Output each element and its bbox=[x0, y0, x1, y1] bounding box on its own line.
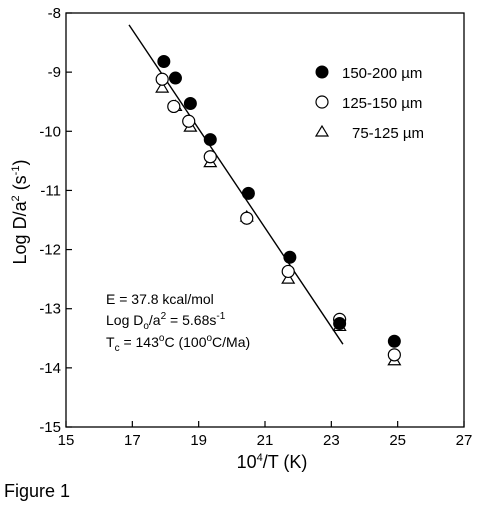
point-125-150 bbox=[167, 99, 181, 114]
point-150-200 bbox=[333, 317, 347, 330]
data-points bbox=[155, 54, 402, 366]
y-tick-label: -14 bbox=[39, 360, 61, 377]
point-125-150 bbox=[387, 348, 401, 362]
y-tick-label: -11 bbox=[40, 182, 61, 199]
x-tick-label: 25 bbox=[389, 432, 406, 449]
annotation-block: E = 37.8 kcal/mol Log Do/a2 = 5.68s-1 Tc… bbox=[106, 291, 250, 354]
point-150-200 bbox=[387, 334, 401, 348]
y-tick-label: -13 bbox=[39, 301, 61, 318]
legend-label-150-200: 150-200 µm bbox=[342, 65, 422, 82]
figure-caption: Figure 1 bbox=[4, 481, 71, 501]
annotation-activation-energy: E = 37.8 kcal/mol bbox=[106, 291, 214, 307]
x-tick-label: 27 bbox=[456, 432, 473, 449]
point-150-200 bbox=[183, 96, 197, 110]
y-tick-label: -8 bbox=[48, 5, 61, 22]
point-125-150 bbox=[155, 72, 169, 86]
point-150-200 bbox=[203, 133, 217, 147]
y-axis-label: Log D/a2 (s-1) bbox=[10, 160, 30, 265]
point-75-125 bbox=[155, 80, 170, 93]
annotation-log-do: Log Do/a2 = 5.68s-1 bbox=[106, 311, 226, 332]
point-125-150 bbox=[182, 114, 196, 128]
legend: 150-200 µm 125-150 µm 75-125 µm bbox=[314, 65, 424, 142]
x-tick-label: 19 bbox=[190, 432, 207, 449]
x-axis-ticks: 15 17 19 21 23 25 27 bbox=[58, 421, 473, 449]
annotation-closure-temperature: Tc = 143oC (100oC/Ma) bbox=[106, 333, 250, 354]
y-tick-label: -12 bbox=[39, 242, 61, 259]
point-150-200 bbox=[283, 250, 297, 264]
x-tick-label: 17 bbox=[124, 432, 141, 449]
point-125-150 bbox=[203, 150, 217, 164]
y-tick-label: -15 bbox=[39, 419, 61, 436]
y-axis-ticks: -8 -9 -10 -11 -12 -13 -14 -15 bbox=[39, 5, 72, 436]
point-150-200 bbox=[241, 186, 255, 200]
x-tick-label: 15 bbox=[58, 432, 75, 449]
point-150-200 bbox=[157, 54, 171, 68]
legend-label-75-125: 75-125 µm bbox=[352, 125, 424, 142]
legend-marker-open-triangle bbox=[314, 124, 330, 137]
y-tick-label: -10 bbox=[39, 123, 61, 140]
y-tick-label: -9 bbox=[48, 64, 61, 81]
x-tick-label: 23 bbox=[323, 432, 340, 449]
point-125-150 bbox=[240, 211, 254, 225]
legend-marker-filled-circle bbox=[315, 65, 329, 79]
x-axis-label: 104/T (K) bbox=[237, 452, 308, 472]
scatter-plot: 15 17 19 21 23 25 27 -8 -9 -10 -11 -12 -13 -14 -15 10… bbox=[10, 5, 473, 472]
point-75-125 bbox=[281, 271, 296, 284]
x-tick-label: 21 bbox=[257, 432, 274, 449]
legend-marker-open-circle bbox=[315, 95, 329, 109]
point-150-200 bbox=[168, 71, 182, 85]
point-125-150 bbox=[281, 264, 295, 279]
legend-label-125-150: 125-150 µm bbox=[342, 95, 422, 112]
